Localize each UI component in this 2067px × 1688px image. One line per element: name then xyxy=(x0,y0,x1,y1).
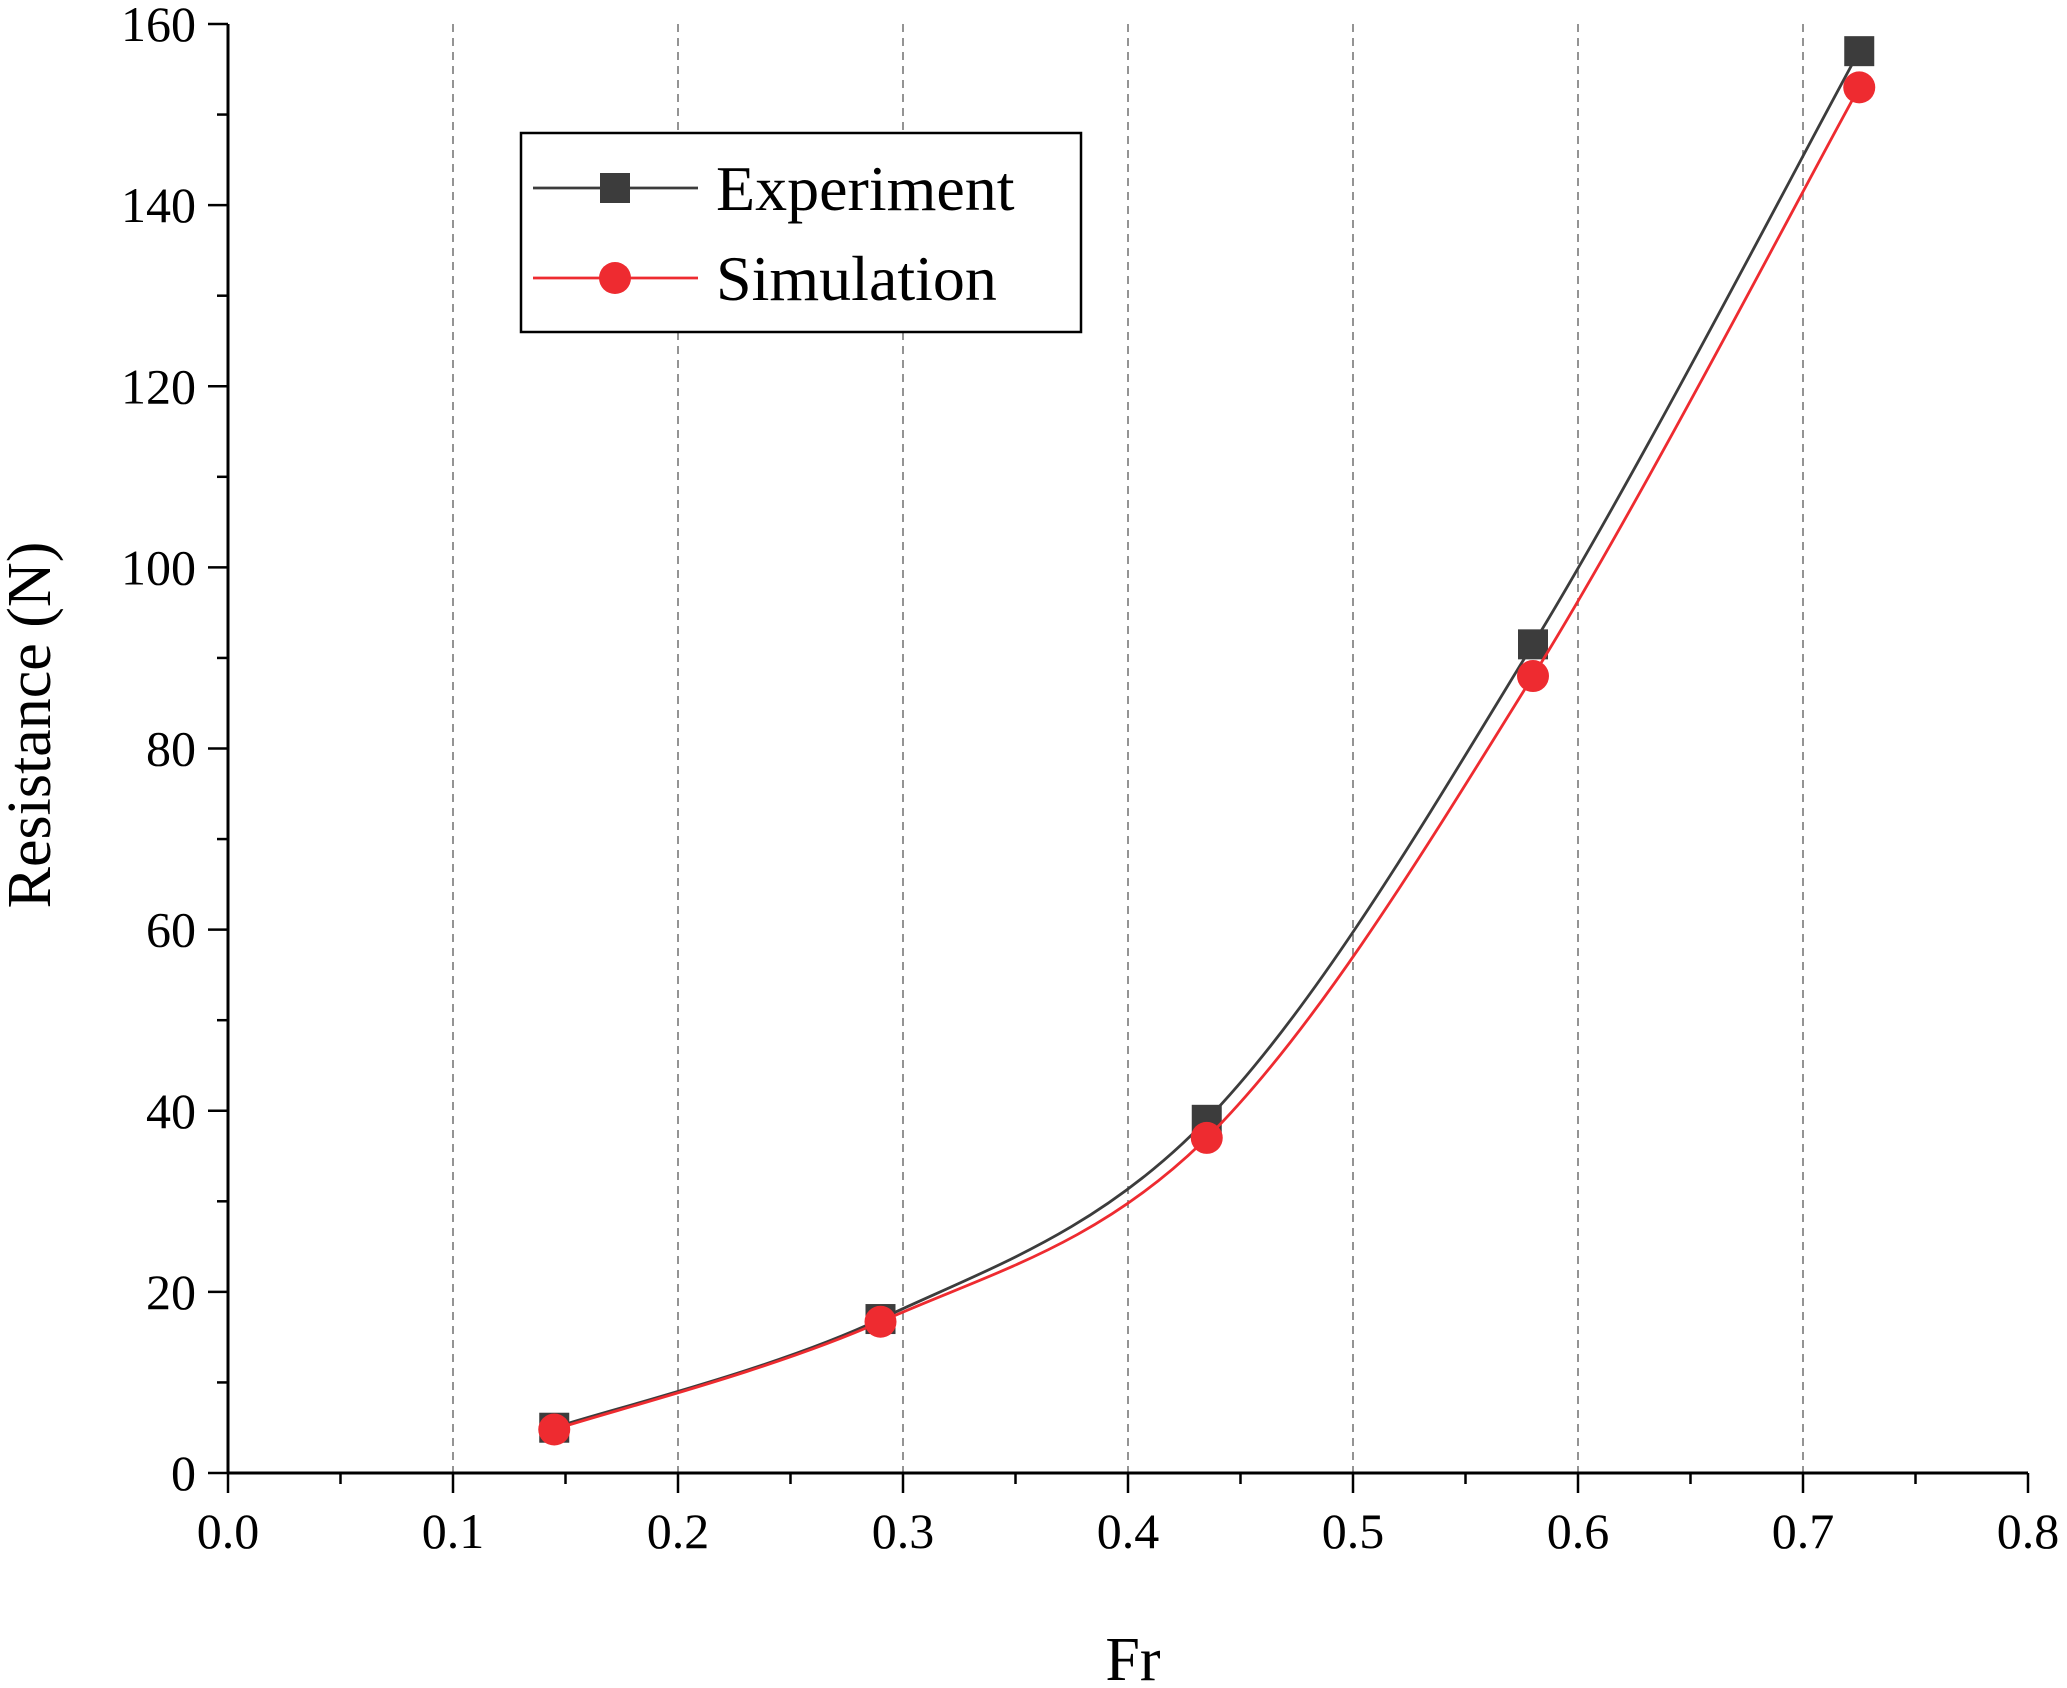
x-tick-label: 0.3 xyxy=(872,1503,935,1559)
y-tick-label: 40 xyxy=(146,1083,196,1139)
x-tick-label: 0.4 xyxy=(1097,1503,1160,1559)
x-tick-label: 0.0 xyxy=(197,1503,260,1559)
y-tick-label: 120 xyxy=(121,358,196,414)
experiment-point xyxy=(1518,629,1548,660)
simulation-point xyxy=(538,1413,571,1446)
y-tick-label: 100 xyxy=(121,539,196,595)
simulation-line xyxy=(553,86,1861,1431)
y-tick-label: 60 xyxy=(146,902,196,958)
y-tick-label: 20 xyxy=(146,1264,196,1320)
y-tick-label: 160 xyxy=(121,0,196,52)
simulation-point xyxy=(864,1305,897,1338)
y-tick-label: 140 xyxy=(121,177,196,233)
x-tick-label: 0.5 xyxy=(1322,1503,1385,1559)
legend-label: Simulation xyxy=(716,243,997,314)
legend-label: Experiment xyxy=(716,153,1015,224)
x-axis-title: Fr xyxy=(1105,1626,1160,1688)
simulation-point xyxy=(1517,660,1549,693)
x-tick-label: 0.7 xyxy=(1772,1503,1835,1559)
series-simulation xyxy=(538,71,1876,1446)
legend-entry-experiment: Experiment xyxy=(533,153,1015,224)
x-tick-label: 0.8 xyxy=(1997,1503,2060,1559)
y-axis-title: Resistance (N) xyxy=(0,542,64,909)
simulation-point xyxy=(1843,71,1876,104)
x-tick-label: 0.1 xyxy=(422,1503,485,1559)
y-tick-label: 80 xyxy=(146,721,196,777)
simulation-point xyxy=(1190,1121,1223,1154)
legend-entry-simulation: Simulation xyxy=(533,243,997,314)
data-series xyxy=(538,36,1876,1446)
legend: Experiment Simulation xyxy=(519,131,1083,334)
x-tick-label: 0.2 xyxy=(647,1503,710,1559)
x-tick-label: 0.6 xyxy=(1547,1503,1610,1559)
legend-marker-square xyxy=(600,173,630,203)
axes: 0.0 0.1 0.2 0.3 0.4 0.5 0.6 0.7 0.8 0 20 40 60 80 100 1… xyxy=(121,0,2059,1559)
legend-marker-circle xyxy=(599,262,631,294)
y-tick-label: 0 xyxy=(171,1445,196,1501)
experiment-point xyxy=(1844,36,1875,67)
legend-box xyxy=(519,131,1083,334)
experiment-line xyxy=(553,50,1861,1430)
